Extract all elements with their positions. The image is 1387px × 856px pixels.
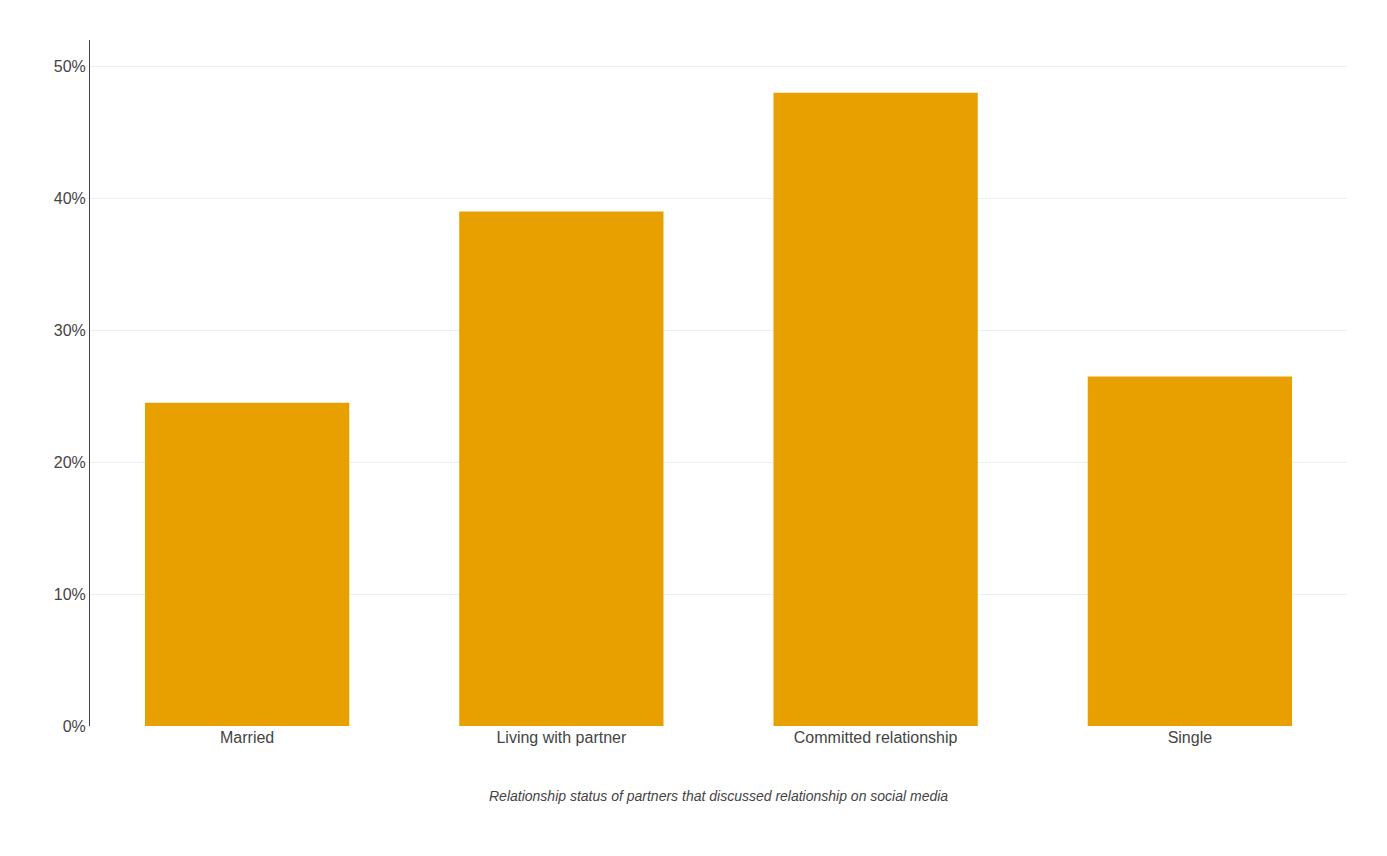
svg-text:20%: 20% <box>54 454 86 471</box>
svg-text:40%: 40% <box>54 190 86 207</box>
svg-text:0%: 0% <box>63 718 86 735</box>
svg-text:30%: 30% <box>54 322 86 339</box>
svg-text:Single: Single <box>1168 729 1213 746</box>
svg-text:10%: 10% <box>54 586 86 603</box>
svg-text:Committed relationship: Committed relationship <box>794 729 958 746</box>
svg-text:Relationship status of partner: Relationship status of partners that dis… <box>489 788 948 804</box>
svg-text:50%: 50% <box>54 58 86 75</box>
svg-text:Living with partner: Living with partner <box>496 729 627 746</box>
svg-text:Married: Married <box>220 729 274 746</box>
